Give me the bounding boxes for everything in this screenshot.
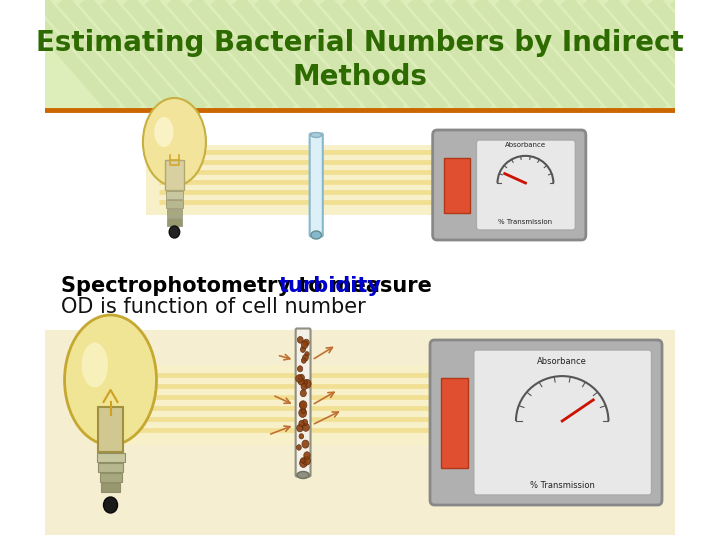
- Circle shape: [301, 408, 305, 414]
- Circle shape: [300, 390, 306, 397]
- FancyBboxPatch shape: [430, 340, 662, 505]
- Circle shape: [302, 423, 310, 431]
- FancyBboxPatch shape: [310, 133, 323, 237]
- FancyBboxPatch shape: [165, 160, 184, 190]
- FancyBboxPatch shape: [167, 218, 182, 226]
- Ellipse shape: [311, 231, 322, 239]
- Bar: [441, 378, 468, 468]
- Circle shape: [302, 440, 309, 448]
- FancyBboxPatch shape: [296, 328, 310, 476]
- Bar: [444, 158, 470, 213]
- Text: Absorbance: Absorbance: [537, 357, 587, 366]
- Circle shape: [169, 226, 180, 238]
- FancyBboxPatch shape: [98, 407, 123, 452]
- Circle shape: [104, 497, 117, 513]
- FancyBboxPatch shape: [45, 0, 675, 110]
- Ellipse shape: [297, 471, 309, 478]
- Text: % Transmission: % Transmission: [498, 219, 552, 225]
- Circle shape: [298, 378, 305, 385]
- Circle shape: [300, 347, 305, 353]
- Text: Methods: Methods: [292, 63, 428, 91]
- FancyBboxPatch shape: [124, 365, 535, 445]
- FancyBboxPatch shape: [166, 191, 183, 199]
- Circle shape: [300, 459, 307, 468]
- FancyBboxPatch shape: [45, 330, 675, 535]
- Circle shape: [303, 339, 310, 346]
- Text: Estimating Bacterial Numbers by Indirect: Estimating Bacterial Numbers by Indirect: [36, 29, 684, 57]
- Circle shape: [302, 419, 307, 426]
- Circle shape: [299, 420, 305, 427]
- FancyBboxPatch shape: [101, 483, 120, 492]
- Text: OD is function of cell number: OD is function of cell number: [60, 297, 365, 317]
- Circle shape: [301, 383, 307, 390]
- FancyBboxPatch shape: [100, 473, 122, 482]
- Ellipse shape: [154, 117, 174, 147]
- FancyBboxPatch shape: [145, 145, 552, 215]
- Circle shape: [297, 445, 301, 450]
- Circle shape: [305, 352, 309, 356]
- Text: turbidity: turbidity: [279, 276, 382, 296]
- Circle shape: [302, 354, 308, 361]
- Circle shape: [299, 434, 304, 439]
- FancyBboxPatch shape: [45, 110, 675, 270]
- Circle shape: [298, 374, 305, 381]
- Circle shape: [302, 456, 310, 465]
- FancyBboxPatch shape: [433, 130, 586, 240]
- Ellipse shape: [65, 315, 156, 445]
- Circle shape: [304, 452, 310, 459]
- Circle shape: [300, 458, 305, 463]
- Text: % Transmission: % Transmission: [530, 481, 595, 490]
- Ellipse shape: [143, 98, 206, 186]
- Circle shape: [297, 424, 303, 432]
- FancyBboxPatch shape: [477, 140, 575, 230]
- Circle shape: [301, 341, 308, 349]
- Circle shape: [303, 380, 307, 385]
- FancyBboxPatch shape: [166, 200, 183, 208]
- FancyBboxPatch shape: [166, 209, 182, 217]
- Text: Spectrophotometry to measure: Spectrophotometry to measure: [60, 276, 438, 296]
- FancyBboxPatch shape: [98, 463, 123, 472]
- Circle shape: [300, 401, 307, 409]
- Ellipse shape: [311, 132, 322, 138]
- Text: Absorbance: Absorbance: [505, 141, 546, 147]
- Circle shape: [297, 366, 302, 372]
- Text: Spectrophotometry to measure turbidity: Spectrophotometry to measure turbidity: [60, 276, 541, 296]
- Circle shape: [300, 402, 305, 408]
- FancyBboxPatch shape: [96, 453, 125, 462]
- Circle shape: [296, 375, 302, 382]
- Circle shape: [303, 380, 311, 388]
- Ellipse shape: [81, 342, 108, 388]
- FancyBboxPatch shape: [45, 270, 675, 330]
- Circle shape: [302, 358, 306, 363]
- Circle shape: [299, 408, 307, 417]
- FancyBboxPatch shape: [474, 350, 652, 495]
- Circle shape: [297, 336, 303, 343]
